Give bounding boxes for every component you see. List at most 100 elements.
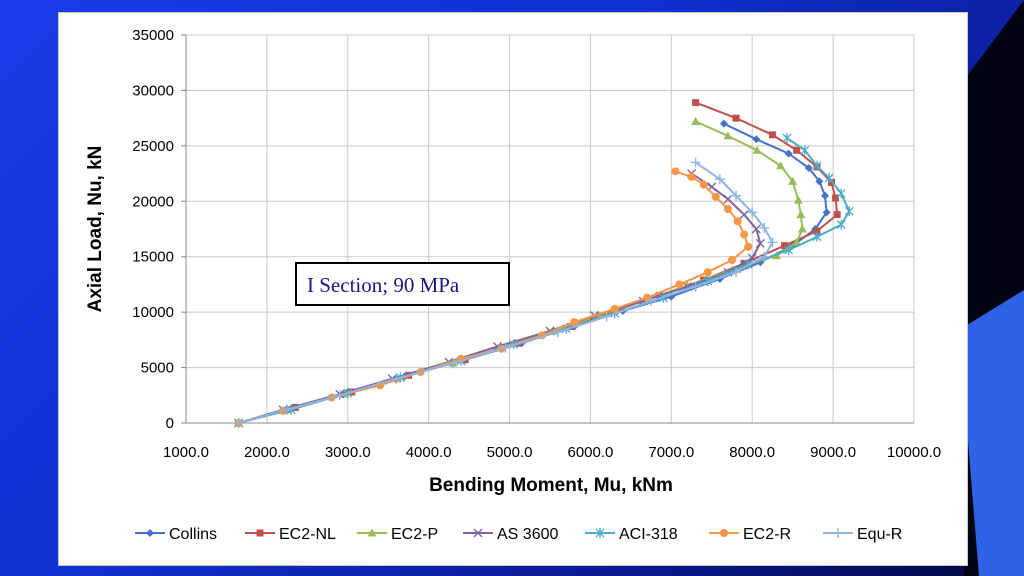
data-point xyxy=(824,173,834,184)
data-point xyxy=(714,174,725,185)
data-point xyxy=(720,529,728,537)
legend-item: AS 3600 xyxy=(463,526,558,543)
y-axis-title: Axial Load, Nu, kN xyxy=(85,146,106,313)
data-point xyxy=(739,210,749,220)
data-point xyxy=(768,131,776,139)
data-point xyxy=(832,194,840,202)
data-point xyxy=(776,161,786,170)
y-tick-label: 20000 xyxy=(132,193,174,210)
x-tick-label: 7000.0 xyxy=(648,444,694,461)
data-point xyxy=(731,267,742,278)
data-point xyxy=(815,177,824,186)
data-point xyxy=(473,528,483,538)
data-point xyxy=(367,528,377,537)
data-point xyxy=(723,131,733,140)
data-point xyxy=(723,194,733,204)
data-point xyxy=(751,224,761,234)
data-point xyxy=(833,211,841,219)
data-point xyxy=(752,145,762,154)
data-point xyxy=(282,404,293,415)
data-point xyxy=(646,296,657,307)
x-tick-label: 9000.0 xyxy=(810,444,856,461)
x-tick-label: 3000.0 xyxy=(325,444,371,461)
data-point xyxy=(800,145,810,156)
data-point xyxy=(728,256,736,265)
y-tick-label: 35000 xyxy=(132,27,174,44)
x-tick-label: 4000.0 xyxy=(406,444,452,461)
data-point xyxy=(792,237,802,246)
data-point xyxy=(146,529,154,537)
legend-label: Collins xyxy=(169,526,217,543)
data-point xyxy=(836,188,846,199)
data-point xyxy=(744,242,753,251)
annotation-box: I Section; 90 MPa xyxy=(295,262,510,306)
data-point xyxy=(731,190,742,201)
legend-item: ACI-318 xyxy=(585,526,678,543)
series-equ-r xyxy=(233,157,778,428)
data-point xyxy=(675,280,684,289)
annotation-text: I Section; 90 MPa xyxy=(307,273,460,297)
data-point xyxy=(643,293,652,302)
legend-item: EC2-R xyxy=(709,526,791,543)
y-tick-label: 30000 xyxy=(132,82,174,99)
data-point xyxy=(784,149,793,158)
data-point xyxy=(781,242,789,250)
y-tick-label: 10000 xyxy=(132,304,174,321)
legend-label: EC2-P xyxy=(391,526,438,543)
data-point xyxy=(690,157,701,168)
x-tick-label: 5000.0 xyxy=(487,444,533,461)
data-point xyxy=(692,99,700,107)
data-point xyxy=(500,342,511,353)
y-tick-label: 0 xyxy=(166,415,174,432)
data-point xyxy=(788,176,798,185)
data-point xyxy=(233,418,244,428)
x-tick-label: 2000.0 xyxy=(244,444,290,461)
data-point xyxy=(782,133,792,144)
chart-series xyxy=(233,99,854,428)
data-point xyxy=(733,217,742,226)
legend-item: Collins xyxy=(135,526,217,543)
x-tick-label: 8000.0 xyxy=(729,444,775,461)
data-point xyxy=(767,237,778,248)
legend-label: EC2-R xyxy=(743,526,791,543)
data-point xyxy=(723,205,732,214)
data-point xyxy=(256,529,264,537)
chart-panel: 1000.0 2000.0 3000.0 4000.0 5000.0 6000.0 7000… xyxy=(58,12,968,566)
corner-decoration xyxy=(959,0,1024,576)
data-point xyxy=(833,528,843,538)
legend-label: Equ-R xyxy=(857,526,902,543)
data-point xyxy=(711,192,720,201)
data-point xyxy=(740,230,749,239)
legend-label: EC2-NL xyxy=(279,526,336,543)
data-point xyxy=(836,219,846,230)
y-tick-label: 25000 xyxy=(132,138,174,155)
data-point xyxy=(719,119,728,128)
legend-item: Equ-R xyxy=(823,526,902,543)
data-point xyxy=(784,245,794,256)
x-tick-label: 10000.0 xyxy=(887,444,941,461)
x-axis-title: Bending Moment, Mu, kNm xyxy=(429,475,673,496)
data-point xyxy=(759,251,770,262)
chart-legend: Collins EC2-NL EC2-P AS 3600 ACI-318 EC2-R Equ… xyxy=(135,526,902,543)
data-point xyxy=(391,373,402,384)
data-point xyxy=(747,207,758,218)
data-point xyxy=(690,281,701,292)
legend-label: ACI-318 xyxy=(619,526,678,543)
data-point xyxy=(732,114,740,122)
data-point xyxy=(334,390,345,401)
data-point xyxy=(703,268,712,277)
data-point xyxy=(796,210,806,219)
legend-item: EC2-NL xyxy=(245,526,336,543)
data-point xyxy=(804,164,813,173)
legend-label: AS 3600 xyxy=(497,526,558,543)
y-tick-label: 15000 xyxy=(132,249,174,266)
chart-axes: 1000.0 2000.0 3000.0 4000.0 5000.0 6000.0 7000… xyxy=(132,27,941,461)
data-point xyxy=(813,227,821,235)
data-point xyxy=(699,180,708,189)
data-point xyxy=(747,253,757,263)
chart: 1000.0 2000.0 3000.0 4000.0 5000.0 6000.0 7000… xyxy=(85,27,941,543)
data-point xyxy=(570,318,579,327)
y-tick-label: 5000 xyxy=(141,360,174,377)
legend-item: EC2-P xyxy=(357,526,438,543)
data-point xyxy=(821,191,830,200)
